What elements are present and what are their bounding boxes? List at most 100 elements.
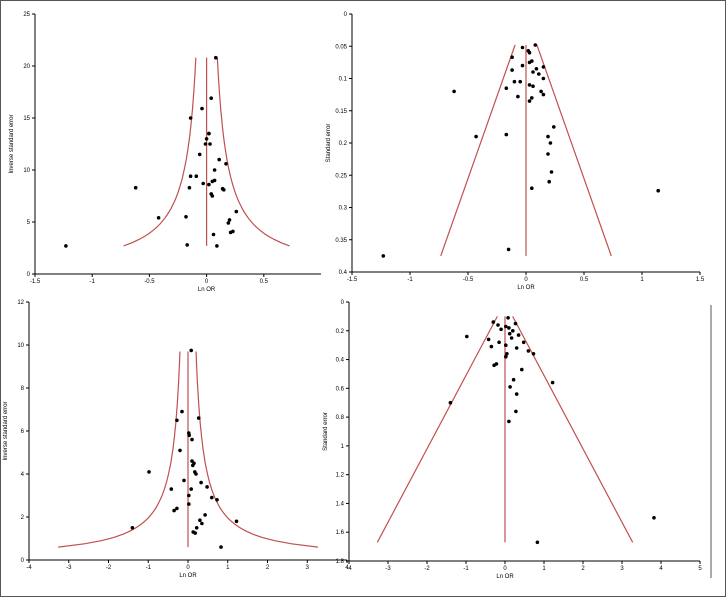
study-point [180,409,184,414]
study-point [511,329,515,333]
study-point [531,352,536,356]
y-tick-label: 0 [344,12,348,18]
study-point [207,131,211,136]
x-tick-label: 1.5 [696,277,705,283]
study-point [199,480,203,485]
study-point [190,437,194,442]
study-point [511,377,516,382]
study-point [514,392,519,396]
study-point [541,92,546,97]
study-point [197,152,202,157]
funnel-left-limit [440,44,516,257]
y-tick-label: 0.4 [336,358,345,364]
x-axis-title: Ln OR [517,285,535,291]
study-point [505,352,509,356]
study-point [226,221,231,225]
y-tick-label: 0.2 [339,141,348,147]
study-point [508,385,512,389]
x-tick-label: -1.5 [30,279,41,285]
x-tick-label: -4 [346,566,352,572]
y-tick-label: 20 [23,64,30,70]
x-tick-label: -0.5 [463,277,474,283]
study-point [507,331,512,336]
study-point [212,168,217,172]
study-point [215,244,219,248]
study-point [187,502,191,506]
study-point [507,419,511,424]
x-tick-label: 0 [524,277,528,283]
study-point [549,170,554,174]
x-axis-title: Ln OR [198,287,216,293]
y-tick-label: 0.4 [339,270,348,276]
study-point [499,327,503,332]
x-tick-label: -0.5 [144,279,155,285]
study-point [497,340,501,345]
study-point [504,324,508,329]
study-point [201,181,205,186]
study-point [504,343,508,348]
study-point [521,340,526,345]
y-tick-label: 6 [21,429,25,435]
study-point [207,182,211,187]
y-axis-title: Inverse standard error [9,114,15,173]
study-point [548,141,553,145]
study-point [518,79,522,84]
y-tick-label: 0 [21,558,25,564]
study-point [219,545,223,549]
funnel-right-limit [512,316,634,543]
study-point [530,96,534,100]
study-point [187,185,192,190]
study-point [506,247,511,252]
x-tick-label: 3 [620,566,624,572]
study-point [516,333,521,337]
study-point [496,323,500,327]
study-point [227,218,232,222]
study-point [504,86,509,90]
x-tick-label: 1 [542,566,546,572]
y-tick-label: 12 [17,300,24,306]
y-tick-label: 1 [341,444,345,450]
study-point [546,152,550,156]
study-point [182,478,186,483]
y-tick-label: 8 [21,386,25,392]
study-point [211,232,216,237]
x-tick-label: -2 [106,565,112,571]
study-point [531,70,535,74]
study-point [222,188,226,192]
study-point [512,79,517,84]
study-point [215,498,219,502]
funnel-left-limit [123,57,197,247]
y-axis-title: Standard error [323,412,329,451]
study-point [184,215,188,219]
y-tick-label: 0.1 [339,77,348,83]
study-point [203,142,208,146]
funnel-right-limit [216,57,290,247]
study-point [527,83,532,87]
x-tick-label: -2 [424,566,430,572]
study-point [224,162,228,166]
study-point [530,186,534,190]
x-tick-label: -1 [90,279,96,285]
x-tick-label: 0 [205,279,209,285]
study-point [514,409,518,414]
study-point [547,179,551,184]
panel-bottom-right: 0 0.2 0.4 0.6 0.8 1 1.2 1.4 1.6 1.8-4 -3 -2 -1 0 1 2 3 4 5… [323,300,702,580]
y-tick-label: 0.3 [339,206,348,212]
study-point [210,194,215,198]
x-axis-title: Ln OR [496,574,514,580]
study-point [205,485,209,489]
x-tick-label: 4 [659,566,663,572]
x-tick-label: -1 [407,277,413,283]
x-tick-label: 0.5 [260,279,269,285]
study-point [217,157,221,162]
study-point [652,516,656,520]
study-point [520,367,524,372]
study-point [196,416,201,420]
study-point [656,188,660,193]
y-tick-label: 2 [21,515,25,521]
study-point [175,506,179,511]
x-tick-label: -3 [66,565,72,571]
y-tick-label: 15 [23,116,30,122]
study-point [504,354,508,359]
